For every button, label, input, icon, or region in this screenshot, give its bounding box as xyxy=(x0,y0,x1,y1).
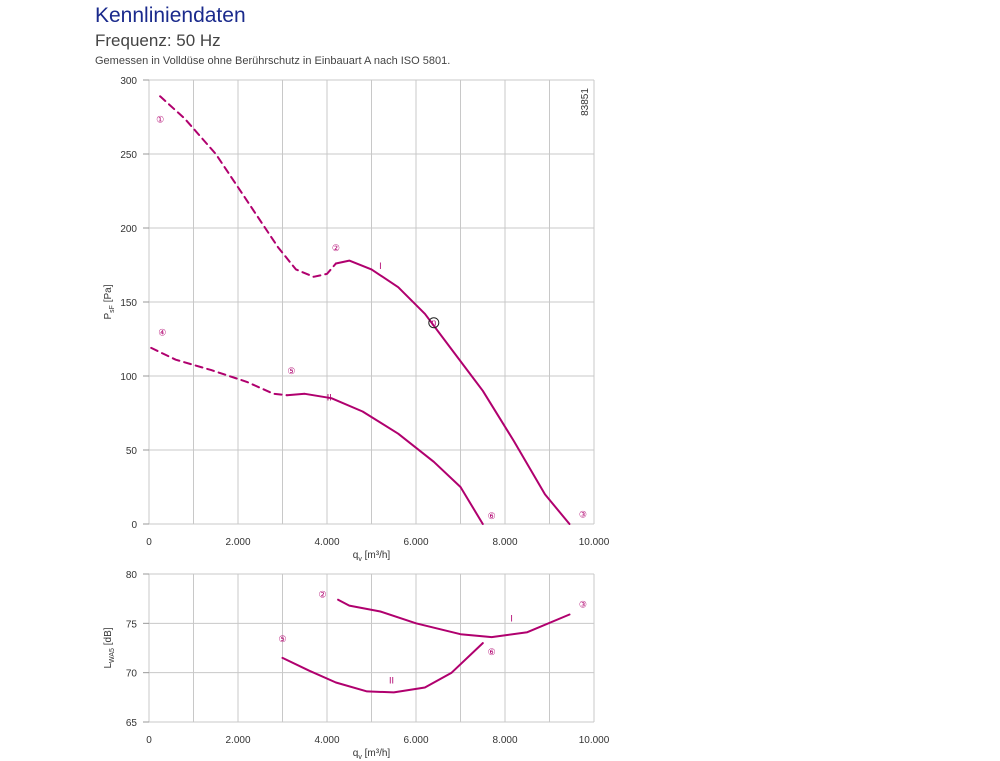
measurement-note: Gemessen in Volldüse ohne Berührschutz i… xyxy=(95,55,451,67)
chart-1: 0 2.000 4.000 6.000 8.000 10.000 0 50 100 150 200 2… xyxy=(103,76,610,563)
series-line-i-solid xyxy=(334,259,571,525)
curve-annotation: n xyxy=(431,318,436,328)
series-line-ii-dashed xyxy=(150,346,288,397)
y-tick-label: 70 xyxy=(126,669,138,680)
series-line-ii-solid xyxy=(285,392,484,525)
y-tick-label: 80 xyxy=(126,570,138,581)
curve-annotation: I xyxy=(510,613,513,623)
y-tick-label: 75 xyxy=(126,619,138,630)
y-tick-label: 150 xyxy=(120,298,137,309)
x-tick-label: 0 xyxy=(146,735,152,746)
y-tick-label: 50 xyxy=(126,446,138,457)
y-axis-label: LWA5 [dB] xyxy=(103,627,116,668)
y-tick-label: 65 xyxy=(126,718,138,729)
x-axis-label: qv [m³/h] xyxy=(353,748,391,761)
frequency-subtitle: Frequenz: 50 Hz xyxy=(95,31,221,50)
series-line-ii-solid xyxy=(281,642,484,694)
curve-annotation: ③ xyxy=(579,510,587,520)
x-tick-label: 4.000 xyxy=(314,735,339,746)
page-title: Kennliniendaten xyxy=(95,4,246,27)
series-line-i-dashed xyxy=(159,95,337,278)
y-tick-label: 300 xyxy=(120,76,137,87)
curve-annotation: ① xyxy=(156,114,164,124)
speed-marker-circle xyxy=(428,317,440,329)
curve-annotation: I xyxy=(379,261,382,271)
curve-annotation: ④ xyxy=(158,328,166,338)
x-tick-label: 8.000 xyxy=(492,537,517,548)
chart-2: 0 2.000 4.000 6.000 8.000 10.000 65 70 75 80 qv [m… xyxy=(103,570,610,761)
curve-annotation: II xyxy=(327,393,332,403)
x-tick-label: 0 xyxy=(146,537,152,548)
curve-annotation: ⑥ xyxy=(488,511,496,521)
curve-annotation: ⑤ xyxy=(278,634,286,644)
x-tick-label: 2.000 xyxy=(225,735,250,746)
y-tick-label: 100 xyxy=(120,372,137,383)
curve-annotation: ② xyxy=(332,243,340,253)
curve-annotation: ② xyxy=(319,590,327,600)
x-tick-label: 10.000 xyxy=(579,735,610,746)
curve-annotation: ⑥ xyxy=(488,647,496,657)
x-tick-label: 10.000 xyxy=(579,537,610,548)
x-tick-label: 6.000 xyxy=(403,537,428,548)
x-tick-label: 8.000 xyxy=(492,735,517,746)
x-tick-label: 2.000 xyxy=(225,537,250,548)
curve-annotation: II xyxy=(389,676,394,686)
y-axis-label: PsF [Pa] xyxy=(103,284,116,319)
y-tick-label: 250 xyxy=(120,150,137,161)
x-tick-label: 4.000 xyxy=(314,537,339,548)
curve-annotation: ⑤ xyxy=(287,366,295,376)
x-tick-label: 6.000 xyxy=(403,735,428,746)
curve-annotation: ③ xyxy=(579,600,587,610)
y-tick-label: 0 xyxy=(131,520,137,531)
x-axis-label: qv [m³/h] xyxy=(353,550,391,563)
series-line-i-solid xyxy=(337,598,571,639)
y-tick-label: 200 xyxy=(120,224,137,235)
drawing-id-label: 83851 xyxy=(580,88,591,116)
